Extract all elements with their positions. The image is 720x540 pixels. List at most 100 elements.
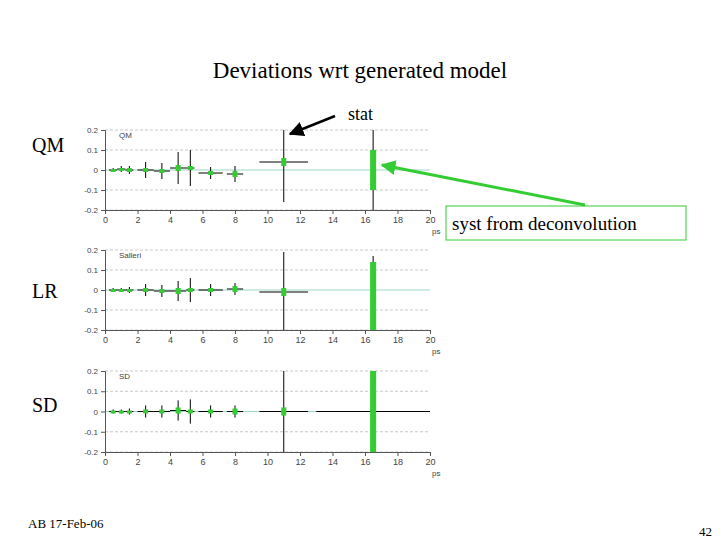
panel-label: SD	[32, 394, 58, 416]
panel: 02468101214161820-0.2-0.100.10.2SDps	[84, 367, 440, 478]
syst-error-box	[370, 262, 376, 330]
x-tick: 12	[295, 452, 305, 467]
y-tick-label: 0.1	[87, 146, 99, 155]
y-axis-line	[101, 131, 106, 211]
syst-error-box	[127, 168, 132, 172]
x-tick-label: 20	[425, 215, 435, 225]
y-tick-label: -0.2	[84, 326, 98, 335]
y-tick-mark	[101, 150, 105, 151]
x-tick: 6	[200, 330, 205, 345]
annotation-box	[446, 206, 686, 240]
x-tick-mark	[235, 330, 236, 334]
panel: 02468101214161820-0.2-0.100.10.2Sallerip…	[84, 246, 440, 356]
x-tick-mark	[365, 330, 366, 334]
x-tick-mark	[365, 210, 366, 214]
x-tick-mark	[430, 210, 431, 214]
y-tick: -0.2	[84, 448, 105, 457]
x-tick-label: 8	[233, 215, 238, 225]
x-tick-mark	[170, 330, 171, 334]
x-tick: 6	[200, 210, 205, 225]
x-tick: 2	[135, 452, 140, 467]
x-axis-line	[106, 211, 431, 215]
syst-error-box	[233, 286, 238, 292]
x-tick: 20	[425, 452, 435, 467]
panel-title: QM	[119, 131, 132, 140]
x-tick-label: 0	[103, 335, 108, 345]
x-tick-label: 10	[263, 457, 273, 467]
y-tick-label: 0.1	[87, 387, 99, 396]
grid-line	[105, 130, 430, 131]
x-tick-label: 12	[295, 215, 305, 225]
syst-error-box	[370, 150, 376, 190]
x-tick-label: 4	[168, 215, 173, 225]
x-tick: 18	[393, 452, 403, 467]
y-tick-label: 0.1	[87, 266, 99, 275]
x-tick: 14	[328, 330, 338, 345]
y-tick: 0	[94, 286, 105, 295]
x-tick: 2	[135, 210, 140, 225]
y-tick: 0.1	[87, 146, 105, 155]
y-tick: 0	[94, 166, 105, 175]
syst-error-box	[119, 289, 124, 292]
y-tick-label: 0	[94, 166, 99, 175]
panel-label: LR	[32, 280, 58, 302]
grid-line	[105, 169, 430, 170]
x-tick: 0	[103, 210, 108, 225]
y-axis-line	[101, 372, 106, 453]
x-tick-label: 12	[295, 457, 305, 467]
y-tick-mark	[101, 371, 105, 372]
footer-left: AB 17-Feb-06	[28, 516, 104, 531]
x-tick-mark	[333, 210, 334, 214]
x-tick-mark	[268, 330, 269, 334]
y-tick-mark	[101, 210, 105, 211]
x-tick-label: 0	[103, 457, 108, 467]
y-tick-mark	[101, 250, 105, 251]
x-axis-line	[106, 453, 431, 457]
x-tick: 4	[168, 210, 173, 225]
y-axis: -0.2-0.100.10.2	[84, 126, 105, 215]
y-axis: -0.2-0.100.10.2	[84, 367, 105, 457]
syst-error-box	[233, 171, 238, 177]
plot-area	[109, 130, 376, 210]
grid-line	[105, 150, 430, 151]
syst-error-box	[159, 169, 164, 173]
syst-error-box	[143, 409, 148, 413]
syst-error-box	[176, 165, 181, 171]
x-tick-mark	[300, 452, 301, 456]
grid-line	[105, 371, 430, 372]
x-tick: 12	[295, 210, 305, 225]
grid-line	[105, 270, 430, 271]
x-tick-label: 2	[135, 457, 140, 467]
y-tick-mark	[101, 130, 105, 131]
y-tick-mark	[101, 452, 105, 453]
x-tick-mark	[300, 330, 301, 334]
x-tick-mark	[333, 452, 334, 456]
annotation-arrow	[290, 116, 335, 134]
title: Deviations wrt generated model	[213, 58, 507, 83]
syst-error-box	[208, 288, 213, 292]
y-axis-line	[101, 251, 106, 331]
x-tick-label: 16	[360, 457, 370, 467]
y-tick-mark	[101, 170, 105, 171]
x-tick-mark	[430, 452, 431, 456]
x-tick-mark	[170, 210, 171, 214]
x-tick-label: 4	[168, 335, 173, 345]
syst-error-box	[188, 409, 193, 413]
grid-line	[105, 391, 430, 392]
x-tick-label: 14	[328, 215, 338, 225]
syst-error-box	[188, 288, 193, 292]
x-tick: 10	[263, 210, 273, 225]
panel-title: SD	[119, 372, 130, 381]
x-tick-mark	[430, 330, 431, 334]
syst-error-box	[188, 166, 193, 170]
x-tick: 18	[393, 330, 403, 345]
syst-error-box	[159, 409, 164, 413]
x-tick: 12	[295, 330, 305, 345]
x-tick-mark	[398, 210, 399, 214]
y-tick-label: 0.2	[87, 367, 99, 376]
x-axis: 02468101214161820	[103, 210, 436, 225]
y-tick: -0.2	[84, 326, 105, 335]
y-tick-label: -0.1	[84, 186, 98, 195]
x-tick-label: 8	[233, 457, 238, 467]
syst-error-box	[208, 171, 213, 175]
